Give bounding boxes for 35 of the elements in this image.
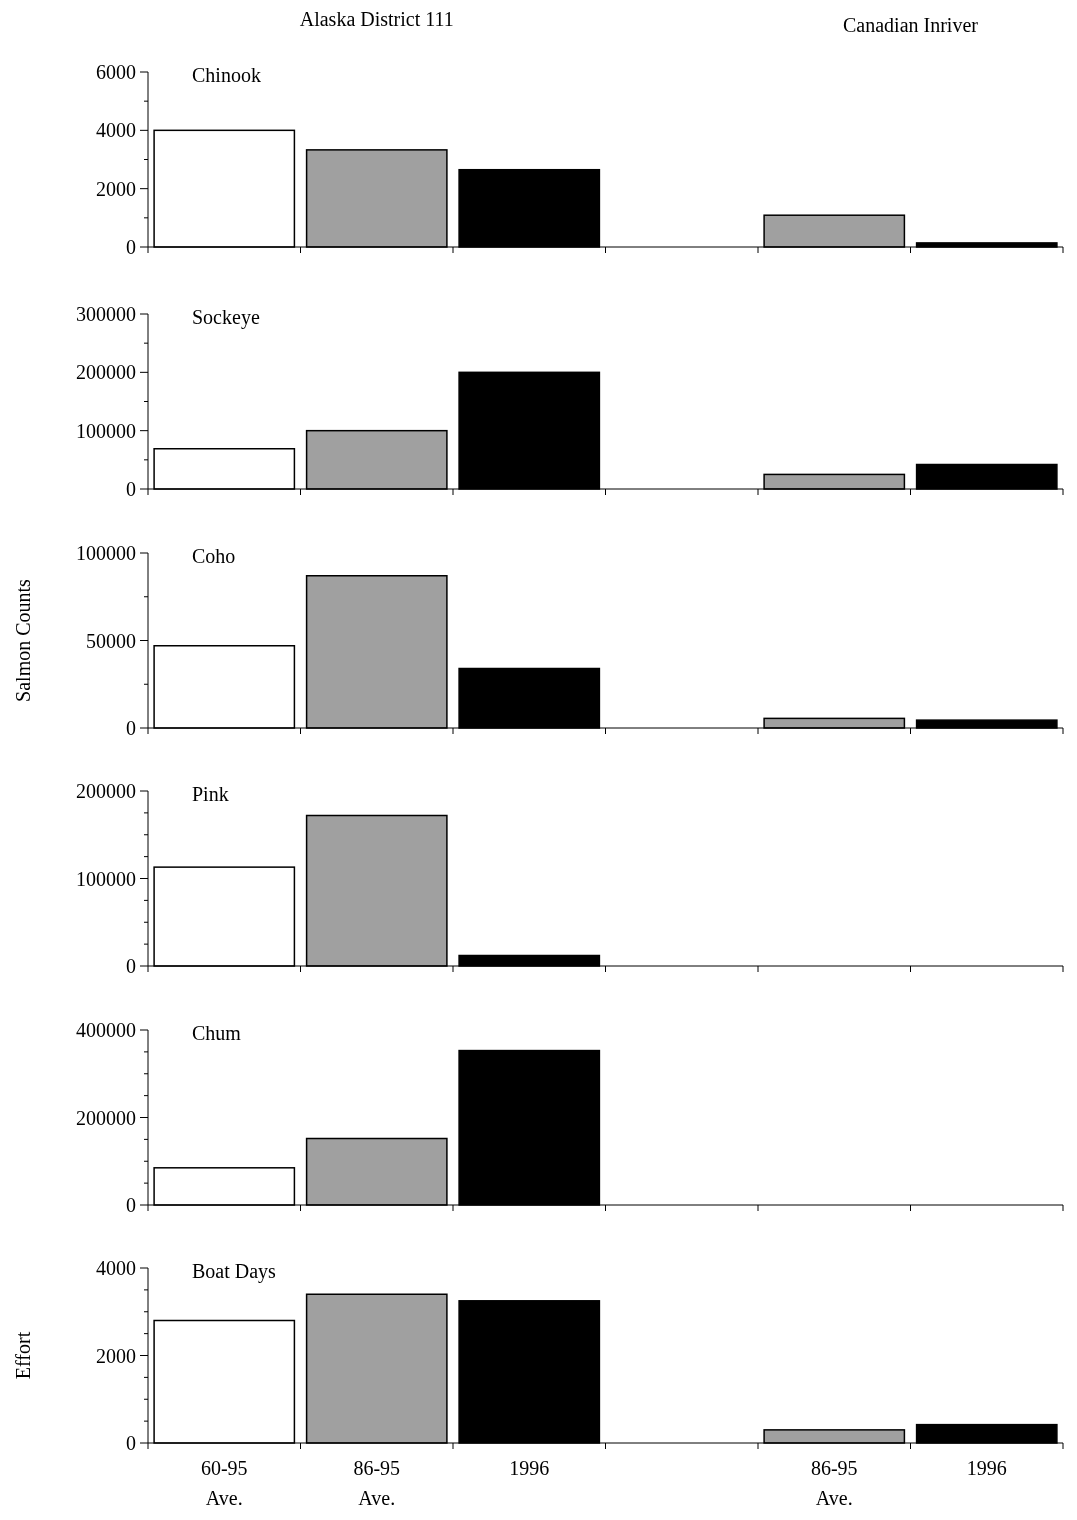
x-tick-label: 86-95 Ave. <box>353 1457 401 1509</box>
x-tick-label: 86-95 Ave. <box>810 1457 858 1509</box>
chart-title: Sockeye <box>192 306 260 329</box>
y-tick-label: 200000 <box>76 361 136 384</box>
text: Alaska District 111 <box>299 8 454 30</box>
y-tick-label: 6000 <box>96 61 136 83</box>
y-tick-label: 100000 <box>76 542 136 564</box>
y-tick-label: 0 <box>126 1432 136 1454</box>
chart-title: Coho <box>192 545 236 567</box>
y-axis-title: Salmon Counts <box>12 578 34 702</box>
y-axis-title: Effort <box>12 1331 34 1380</box>
y-tick-label: 0 <box>126 955 136 977</box>
x-tick-label: 1996 <box>509 1457 550 1479</box>
chart-title: Chinook <box>192 64 261 86</box>
y-tick-label: 300000 <box>76 303 136 325</box>
y-tick-label: 4000 <box>96 119 136 142</box>
text: Canadian Inriver <box>843 14 979 36</box>
x-tick-label: 1996 <box>966 1457 1007 1479</box>
y-tick-label: 2000 <box>96 177 136 200</box>
chart-title: Chum <box>192 1022 242 1044</box>
y-tick-label: 2000 <box>96 1344 136 1367</box>
y-tick-label: 50000 <box>86 629 136 652</box>
y-tick-label: 0 <box>126 478 136 500</box>
chart-title: Pink <box>192 783 229 805</box>
y-tick-label: 200000 <box>76 1106 136 1129</box>
y-tick-label: 100000 <box>76 867 136 890</box>
y-tick-label: 100000 <box>76 419 136 442</box>
y-tick-label: 200000 <box>76 780 136 802</box>
y-tick-label: 0 <box>126 717 136 739</box>
y-tick-label: 4000 <box>96 1257 136 1279</box>
x-tick-label: 60-95 Ave. <box>200 1457 248 1509</box>
chart-title: Boat Days <box>192 1260 277 1283</box>
y-tick-label: 400000 <box>76 1019 136 1041</box>
y-tick-label: 0 <box>126 236 136 258</box>
y-tick-label: 0 <box>126 1194 136 1216</box>
